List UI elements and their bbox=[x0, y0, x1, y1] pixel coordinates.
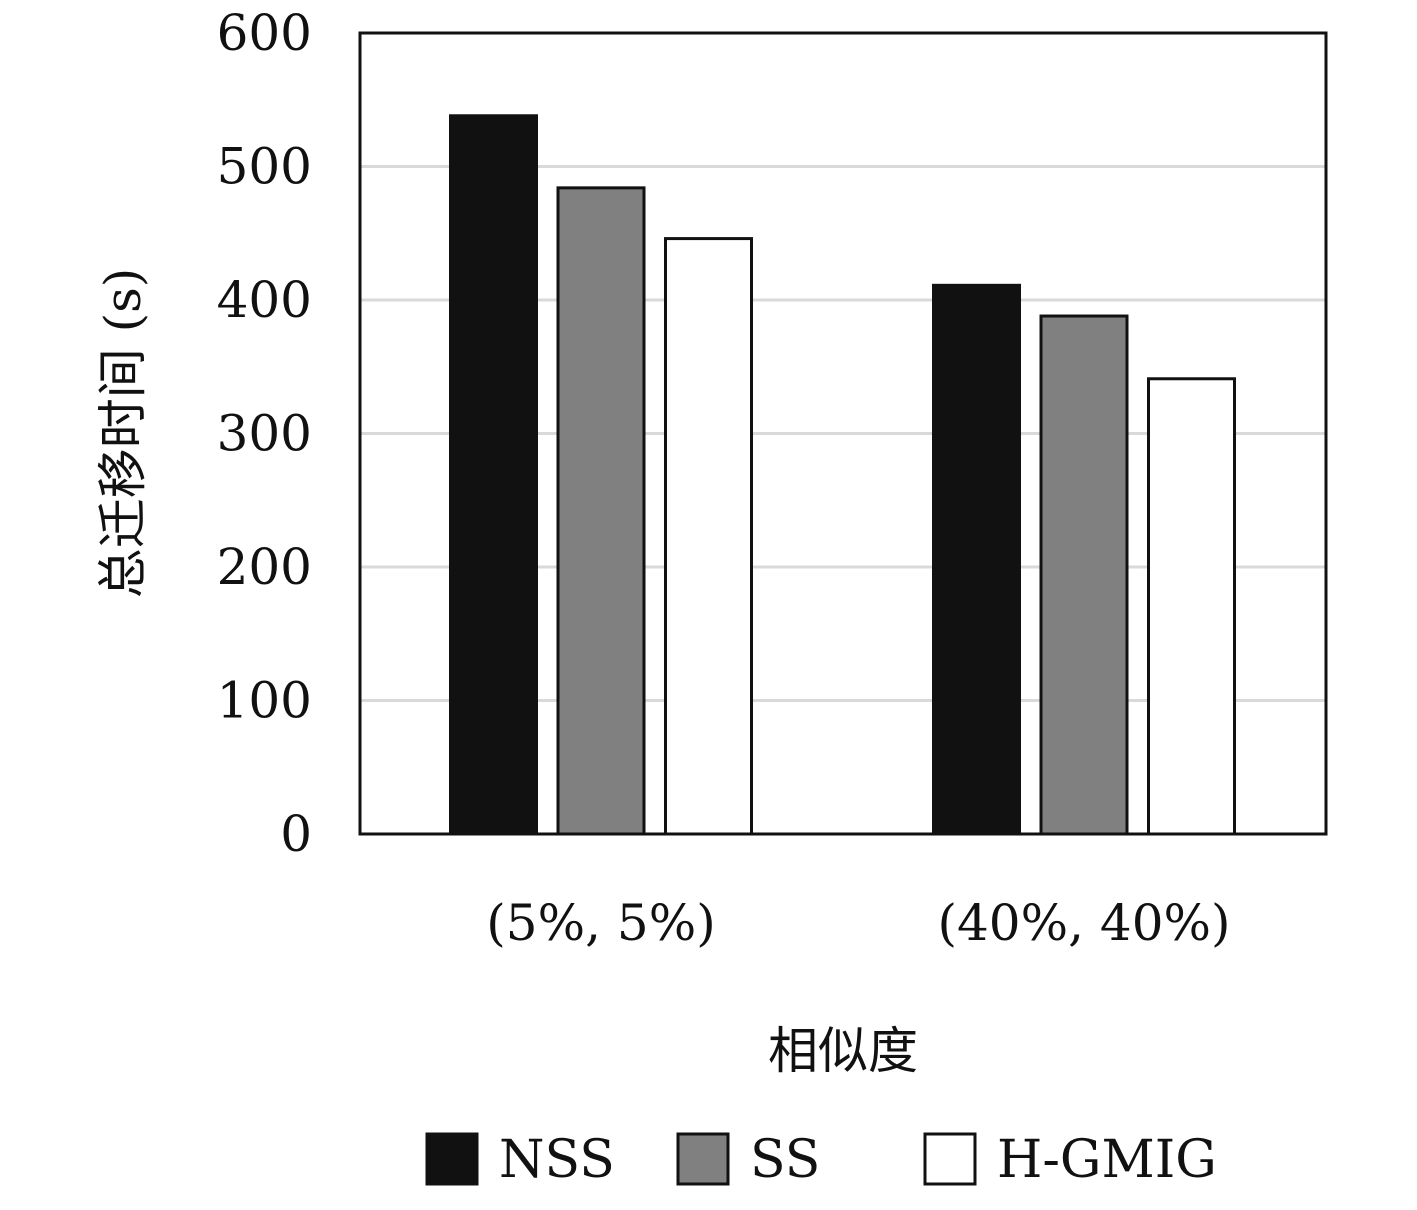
x-category-label: (40%, 40%) bbox=[937, 894, 1230, 952]
y-tick-label: 500 bbox=[217, 138, 312, 196]
bar-h-gmig-1 bbox=[664, 237, 753, 836]
legend-label-ss: SS bbox=[750, 1130, 820, 1190]
legend-label-h-gmig: H-GMIG bbox=[997, 1130, 1217, 1190]
x-category-label: (5%, 5%) bbox=[486, 894, 715, 952]
y-tick-label: 0 bbox=[280, 805, 312, 863]
legend-label-nss: NSS bbox=[499, 1130, 615, 1190]
x-axis-title: 相似度 bbox=[768, 1022, 918, 1080]
bar-ss-2 bbox=[1039, 314, 1129, 836]
legend-swatch-nss bbox=[425, 1132, 479, 1186]
bar-ss-1 bbox=[556, 186, 646, 836]
y-tick-label: 200 bbox=[217, 538, 312, 596]
y-tick-label: 600 bbox=[217, 4, 312, 62]
y-tick-label: 100 bbox=[217, 672, 312, 730]
y-axis-ticks: 0 100 200 300 400 500 600 bbox=[217, 4, 312, 863]
y-tick-label: 400 bbox=[217, 271, 312, 329]
legend: NSS SS H-GMIG bbox=[425, 1130, 1217, 1190]
plot-frame bbox=[358, 31, 1328, 836]
x-axis-categories: (5%, 5%) (40%, 40%) bbox=[486, 894, 1230, 952]
y-tick-label: 300 bbox=[217, 405, 312, 463]
bar-h-gmig-2 bbox=[1147, 377, 1236, 836]
legend-swatch-h-gmig bbox=[923, 1132, 977, 1186]
legend-swatch-ss bbox=[676, 1132, 730, 1186]
bar-nss-2 bbox=[932, 283, 1021, 836]
y-axis-title: 总迁移时间 (s) bbox=[94, 268, 152, 599]
bars bbox=[449, 114, 1236, 836]
bar-nss-1 bbox=[449, 114, 538, 836]
